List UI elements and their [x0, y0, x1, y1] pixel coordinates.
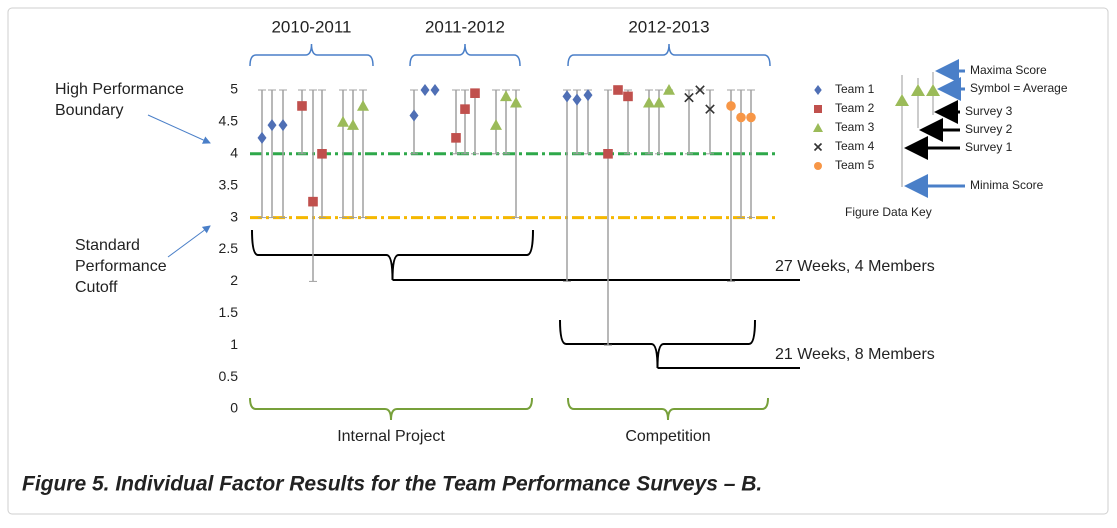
point: [663, 84, 675, 95]
reference-label: Performance: [75, 258, 167, 275]
key-title: Figure Data Key: [845, 205, 932, 219]
period-label: 2010-2011: [271, 17, 351, 36]
y-tick-label: 0: [230, 400, 238, 416]
key-text: Symbol = Average: [970, 81, 1068, 95]
duration-label: 27 Weeks, 4 Members: [775, 258, 935, 275]
point: [572, 93, 582, 106]
point: [317, 149, 327, 159]
y-tick-label: 4.5: [219, 113, 239, 129]
point: [653, 96, 665, 108]
point: [510, 96, 522, 108]
key-text: Survey 1: [965, 140, 1013, 154]
point: [409, 109, 419, 122]
point: [460, 104, 470, 114]
point: [470, 88, 480, 98]
point: [278, 119, 288, 132]
point: [726, 101, 736, 111]
point: [267, 119, 277, 132]
point: [603, 149, 613, 159]
point: [357, 99, 369, 111]
group-label: Competition: [625, 428, 710, 445]
point: [347, 119, 359, 130]
key-text: Minima Score: [970, 178, 1044, 192]
point: [430, 84, 440, 96]
point: [500, 90, 512, 102]
point: [337, 115, 349, 127]
point: [736, 112, 746, 123]
point: [684, 92, 694, 103]
y-tick-label: 3.5: [219, 176, 239, 192]
point: [257, 131, 267, 144]
legend-marker: [813, 123, 823, 132]
y-tick-label: 2: [230, 272, 238, 288]
period-label: 2012-2013: [628, 17, 709, 36]
point: [562, 90, 572, 103]
brace: [249, 43, 374, 67]
legend-marker: [814, 105, 822, 113]
point: [308, 196, 318, 207]
key-text: Survey 2: [965, 122, 1013, 136]
data-key: [895, 59, 965, 198]
point: [705, 104, 715, 114]
legend-marker: [814, 85, 822, 95]
period-label: 2011-2012: [425, 17, 505, 36]
point: [420, 84, 430, 96]
legend-marker: [813, 142, 823, 152]
brace: [567, 43, 771, 67]
duration-label: 21 Weeks, 8 Members: [775, 346, 935, 363]
point: [490, 119, 502, 130]
y-tick-label: 4: [230, 145, 238, 161]
point: [451, 133, 461, 143]
group-label: Internal Project: [337, 428, 445, 445]
legend-label: Team 5: [835, 158, 875, 172]
y-tick-label: 2.5: [219, 240, 239, 256]
reference-label: High Performance: [55, 81, 184, 98]
y-tick-label: 1.5: [219, 304, 239, 320]
brace: [249, 397, 533, 421]
point: [643, 96, 655, 108]
annotation-arrow: [147, 114, 211, 144]
point: [297, 101, 307, 111]
reference-label: Boundary: [55, 102, 124, 119]
point: [746, 112, 756, 123]
key-text: Survey 3: [965, 104, 1013, 118]
key-text: Maxima Score: [970, 63, 1047, 77]
legend-label: Team 1: [835, 82, 875, 96]
annotation-arrow: [167, 225, 211, 258]
legend-marker: [814, 162, 822, 170]
legend-label: Team 2: [835, 101, 875, 115]
y-tick-label: 5: [230, 81, 238, 97]
point: [695, 85, 705, 95]
brace: [409, 43, 521, 67]
point: [623, 91, 633, 102]
reference-label: Cutoff: [75, 279, 118, 296]
y-tick-label: 3: [230, 208, 238, 224]
point: [613, 85, 623, 95]
caption: Figure 5. Individual Factor Results for …: [22, 473, 762, 496]
point: [583, 89, 593, 102]
y-tick-label: 1: [230, 336, 238, 352]
legend-label: Team 3: [835, 120, 875, 134]
reference-label: Standard: [75, 237, 140, 254]
brace: [567, 397, 769, 421]
y-tick-label: 0.5: [219, 368, 239, 384]
legend-label: Team 4: [835, 139, 875, 153]
